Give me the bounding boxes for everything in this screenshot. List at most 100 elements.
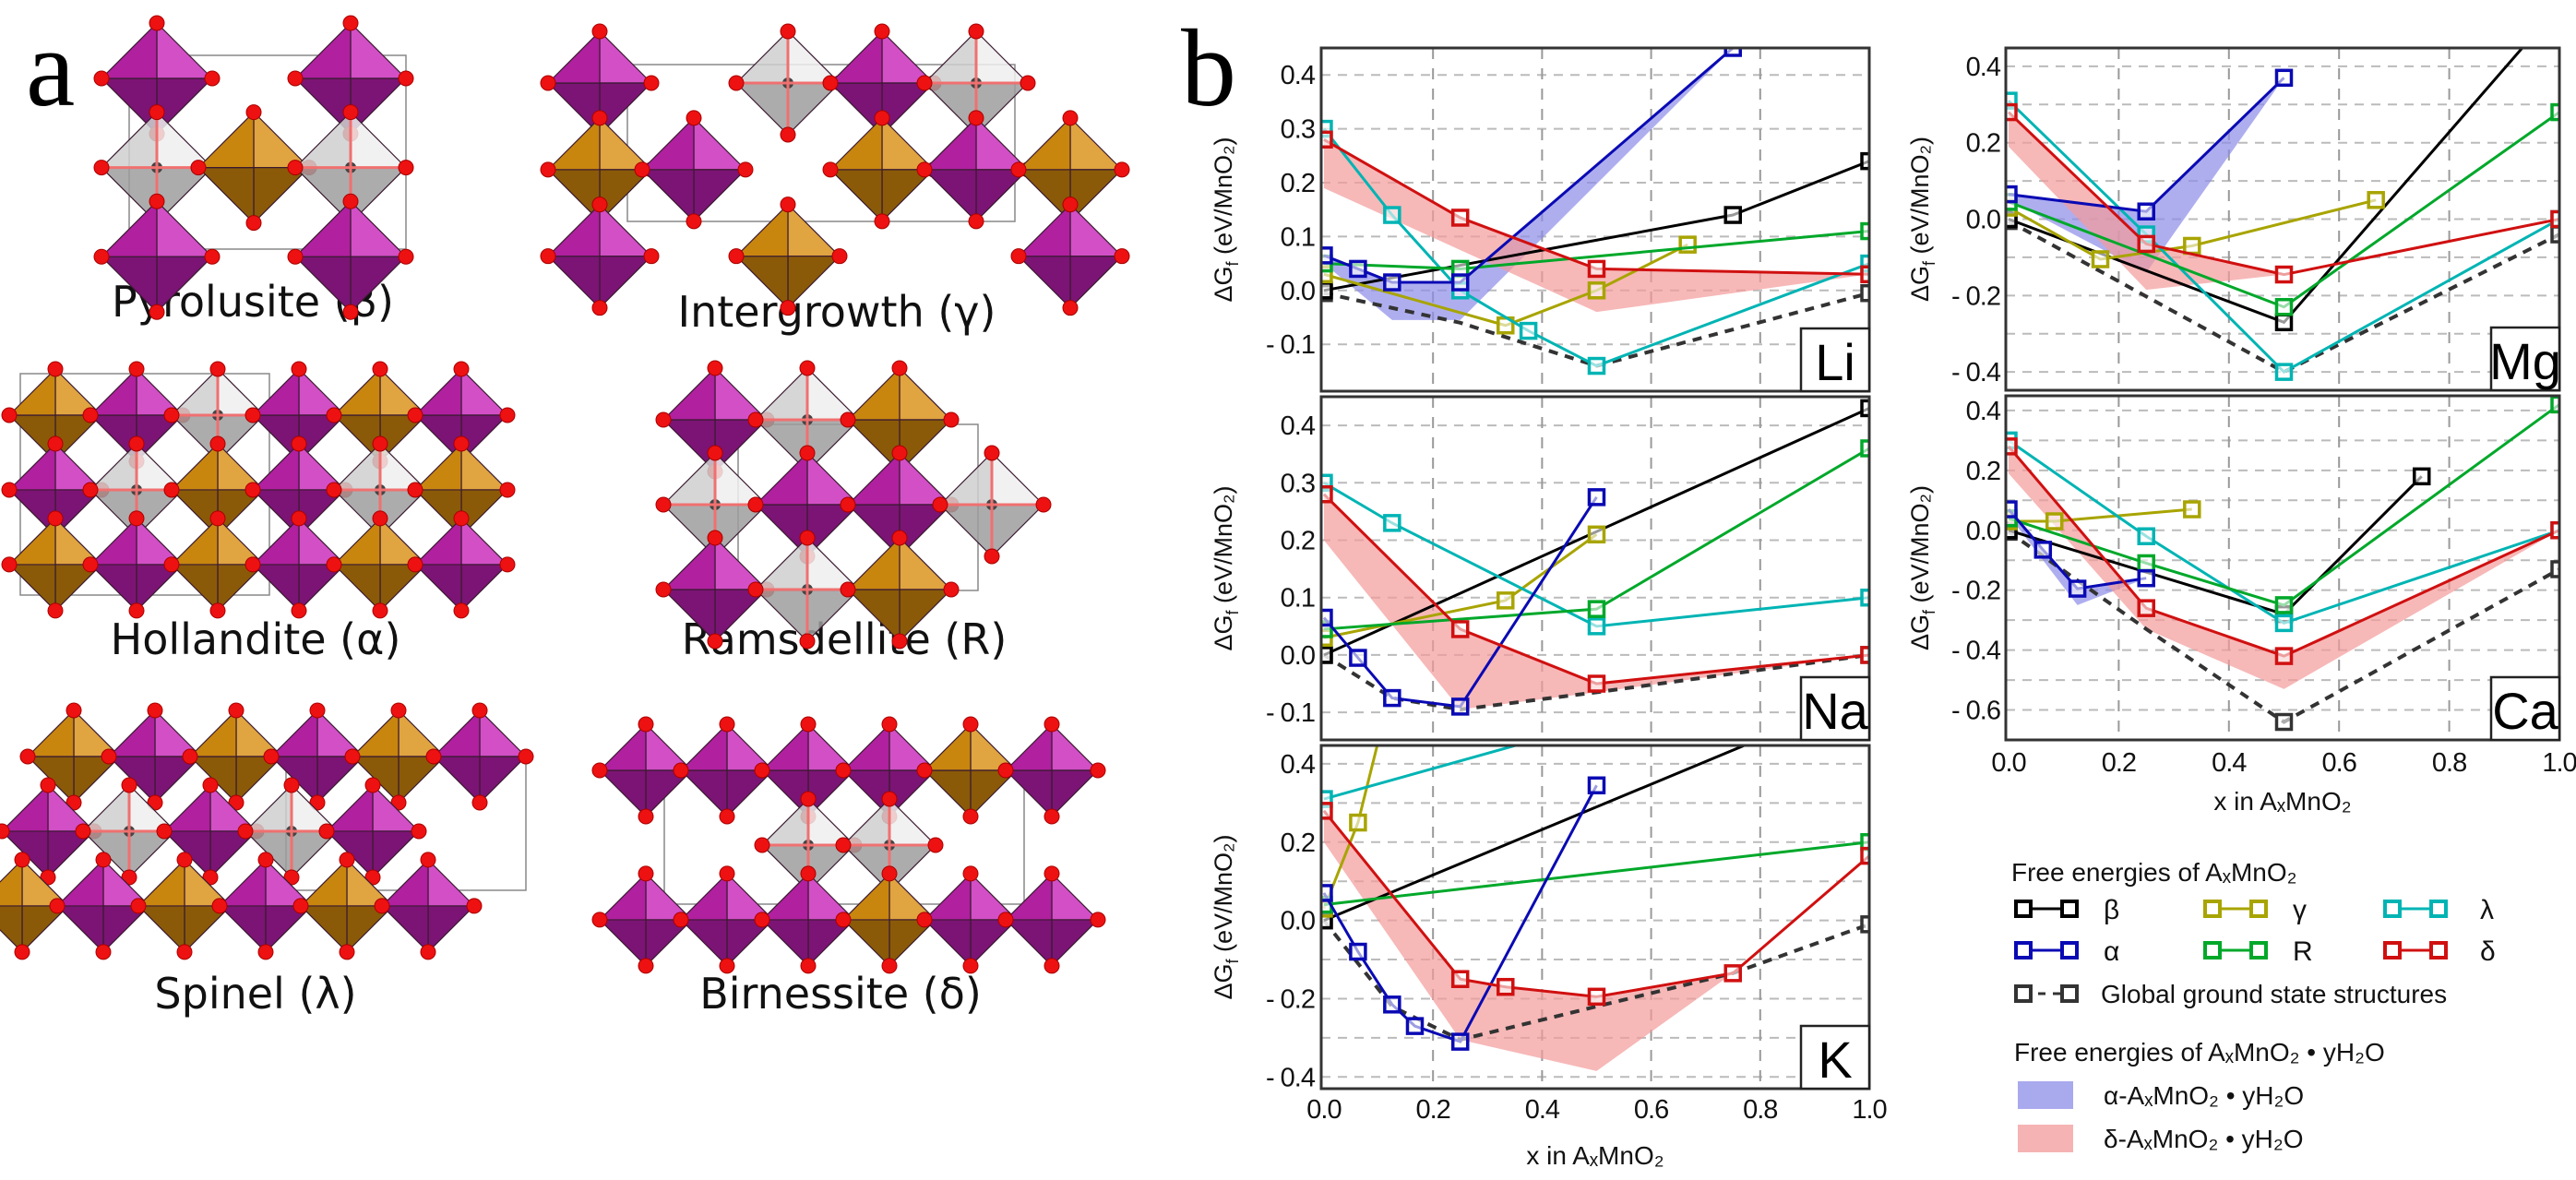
y-axis-label-unit: (eV/MnO₂) — [1906, 485, 1934, 610]
oxygen-atom-icon — [591, 197, 608, 213]
octahedron-face — [970, 919, 1019, 968]
y-axis-label-subscript: f — [1920, 260, 1938, 266]
data-point-alpha — [1723, 48, 1742, 57]
structure-hollandite — [1, 361, 516, 619]
oxygen-atom-icon — [916, 161, 933, 178]
data-point-alpha — [1405, 1017, 1425, 1035]
oxygen-atom-icon — [318, 823, 335, 840]
octahedron-face — [244, 783, 292, 832]
oxygen-atom-icon — [737, 161, 754, 178]
oxygen-atom-icon — [176, 852, 193, 868]
oxygen-atom-icon — [93, 248, 110, 265]
hydrate-shade-delta — [1323, 810, 1869, 1071]
octahedron-face — [598, 722, 647, 771]
octahedron-face — [923, 872, 972, 921]
oxygen-atom-icon — [339, 852, 355, 868]
data-point-gamma — [1587, 281, 1606, 300]
oxygen-atom-icon — [943, 411, 960, 428]
x-axis-label: x in AₓMnO₂ — [1526, 1141, 1664, 1170]
data-point-delta — [2550, 521, 2559, 540]
oxygen-atom-icon — [47, 361, 64, 377]
octahedron-face — [888, 797, 937, 846]
data-point-gamma — [2045, 512, 2064, 530]
oxygen-atom-icon — [655, 496, 672, 513]
oxygen-atom-icon — [643, 248, 660, 265]
octahedron-face — [679, 722, 728, 771]
data-point-alpha — [1321, 608, 1333, 627]
octahedron-face — [923, 169, 977, 223]
oxygen-atom-icon — [190, 160, 207, 176]
oxygen-atom-icon — [128, 510, 145, 527]
oxygen-atom-icon — [372, 361, 388, 377]
octahedron-face — [398, 709, 447, 757]
octahedron-face — [379, 564, 428, 613]
oxygen-atom-icon — [822, 75, 839, 91]
oxygen-atom-icon — [257, 852, 274, 868]
octahedron-face — [298, 367, 347, 416]
oxygen-atom-icon — [40, 869, 56, 886]
ion-label-box — [2489, 326, 2561, 392]
oxygen-atom-icon — [128, 361, 145, 377]
octahedron-face — [218, 905, 267, 954]
octahedron-face — [265, 905, 314, 954]
data-point-delta — [2137, 234, 2155, 254]
octahedron-face — [332, 564, 381, 613]
octahedron-face — [253, 111, 311, 169]
octahedron-face — [479, 709, 528, 757]
x-tick-label: 0.2 — [2102, 748, 2136, 778]
octahedron-face — [806, 366, 861, 421]
oxygen-atom-icon — [962, 716, 979, 733]
oxygen-atom-icon — [398, 248, 414, 265]
octahedron-face — [154, 709, 203, 757]
oxygen-atom-icon — [1044, 865, 1060, 882]
data-point-lambda — [1383, 514, 1401, 532]
legend-marker — [2249, 900, 2268, 918]
structure-label-hollandite: Hollandite (α) — [110, 614, 401, 664]
octahedron-face — [100, 21, 158, 79]
octahedron-face — [332, 517, 381, 566]
octahedron-face — [184, 905, 233, 954]
octahedron-face — [841, 797, 890, 846]
oxygen-atom-icon — [95, 944, 112, 960]
octahedron-face — [640, 116, 695, 171]
octahedron-face — [899, 589, 953, 643]
oxygen-atom-icon — [342, 304, 359, 320]
octahedron-face — [760, 872, 809, 921]
octahedron-face — [923, 722, 972, 771]
data-point-R — [1860, 439, 1869, 458]
y-axis-label: ΔGf (eV/MnO₂) — [1906, 485, 1938, 650]
legend-swatch-ground — [2014, 984, 2079, 1003]
oxygen-atom-icon — [707, 633, 723, 650]
oxygen-atom-icon — [840, 581, 856, 598]
oxygen-atom-icon — [499, 407, 516, 423]
octahedron-face — [899, 536, 953, 590]
octahedron-face — [156, 21, 214, 79]
octahedron-face — [726, 769, 775, 818]
octahedron-face — [841, 872, 890, 921]
plot-frame — [1319, 744, 1871, 1091]
oxygen-atom-icon — [420, 944, 436, 960]
oxygen-atom-icon — [257, 944, 274, 960]
oxygen-atom-icon — [291, 602, 307, 619]
oxygen-atom-icon — [149, 104, 165, 121]
oxygen-atom-icon — [398, 70, 414, 87]
data-point-alpha — [1587, 776, 1606, 795]
oxygen-atom-icon — [1044, 958, 1060, 974]
oxygen-atom-icon — [754, 762, 770, 779]
octahedron-face — [754, 536, 808, 590]
octahedron-face — [888, 872, 937, 921]
legend-label-alpha: α — [2104, 936, 2119, 967]
x-axis-label: x in AₓMnO₂ — [2213, 787, 2351, 816]
oxygen-atom-icon — [984, 445, 1000, 461]
octahedron-face — [662, 589, 716, 643]
data-point-delta — [2006, 437, 2018, 456]
oxygen-atom-icon — [291, 435, 307, 452]
octahedron-face — [662, 366, 716, 421]
octahedron-face — [251, 367, 300, 416]
octahedron-face — [269, 709, 318, 757]
octahedron-face — [787, 82, 841, 137]
oxygen-atom-icon — [822, 161, 839, 178]
octahedron-face — [380, 858, 429, 907]
oxygen-atom-icon — [245, 104, 262, 121]
